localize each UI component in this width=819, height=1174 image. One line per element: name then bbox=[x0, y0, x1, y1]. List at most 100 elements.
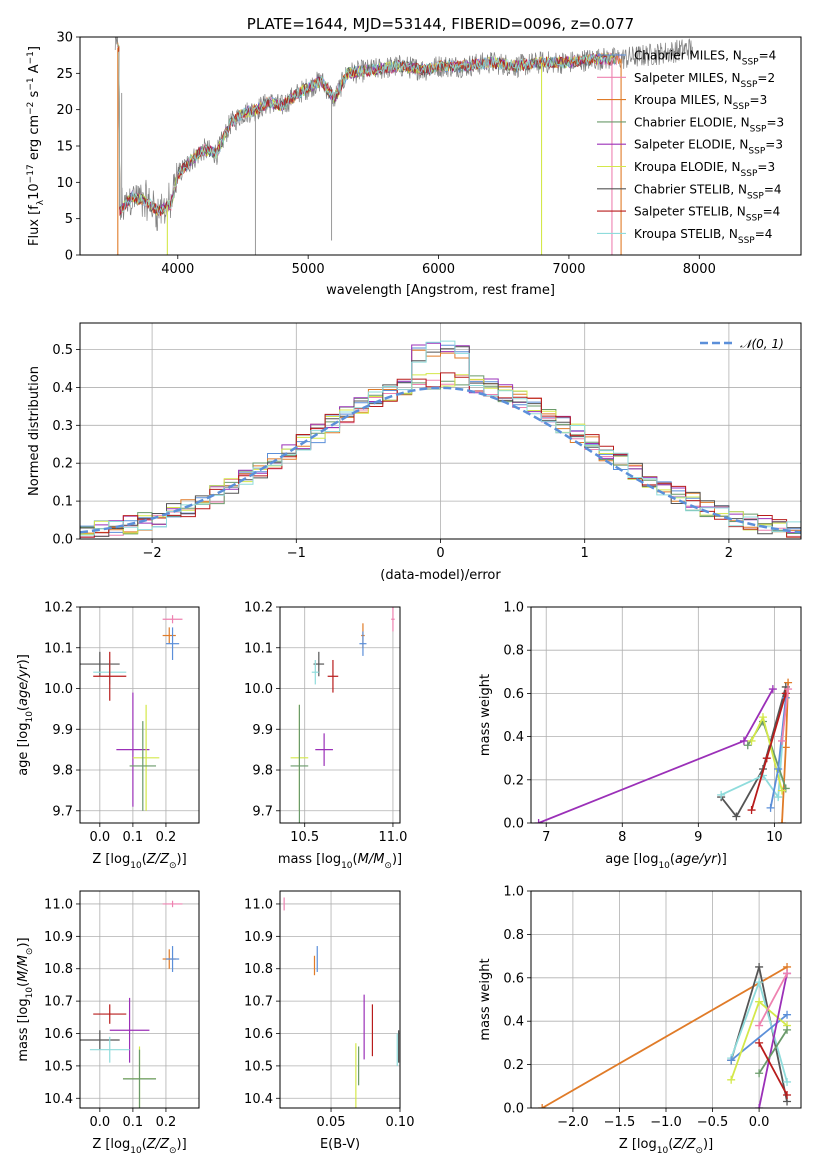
y-tick-label: 0.4 bbox=[503, 1015, 524, 1030]
label-part: SSP bbox=[747, 191, 764, 201]
label-part: =4 bbox=[759, 49, 777, 63]
label-part: Z/Z bbox=[146, 1137, 170, 1152]
y-tick-label: 10.5 bbox=[44, 1059, 73, 1074]
weight-marker-kroupa_stelib bbox=[783, 1077, 792, 1086]
axes-frame bbox=[530, 606, 802, 824]
legend-label-salpeter_miles: Salpeter MILES, NSSP=2 bbox=[634, 71, 775, 90]
label-part: SSP bbox=[748, 147, 765, 157]
weight-line-kroupa_stelib bbox=[720, 697, 787, 800]
y-axis-label: age [log10(age/yr)] bbox=[16, 654, 35, 776]
y-tick-label: 10.7 bbox=[244, 995, 273, 1010]
label-part: ( bbox=[16, 706, 31, 711]
y-tick-label: 0.6 bbox=[503, 971, 524, 986]
weight-marker-salpeter_miles bbox=[784, 685, 793, 694]
y-tick-label: 10.7 bbox=[44, 995, 73, 1010]
y-tick-label: 9.7 bbox=[52, 804, 73, 819]
label-part: −17 bbox=[26, 164, 36, 183]
weight-marker-chabrier_miles bbox=[783, 1010, 792, 1019]
x-tick-label: 0.2 bbox=[156, 830, 177, 845]
x-tick-label: 0 bbox=[436, 546, 444, 561]
label-part: Salpeter MILES, N bbox=[634, 71, 741, 85]
legend-label-normal: 𝒩(0, 1) bbox=[740, 337, 784, 351]
weight-vs-z-panel: −2.0 −1.5 −1.0 −0.5 0.0 0.0 0.2 0.4 0.6 0.8 1.0 Z [… bbox=[478, 885, 802, 1156]
y-tick-label: 10.1 bbox=[244, 641, 273, 656]
weight-marker-chabrier_stelib bbox=[732, 812, 741, 821]
y-axis-label: mass [log10(M/M⊙)] bbox=[16, 937, 35, 1061]
label-part: SSP bbox=[733, 102, 750, 112]
y-tick-label: 10.2 bbox=[44, 601, 73, 616]
label-part: E(B-V) bbox=[320, 1137, 360, 1152]
label-part: ⊙ bbox=[384, 861, 392, 871]
mass-vs-z-panel: 0.0 0.1 0.2 10.4 10.5 10.6 10.7 10.8 10.9 11.0 Z [… bbox=[16, 890, 200, 1156]
y-tick-label: 0.8 bbox=[503, 644, 524, 659]
weight-marker-salpeter_elodie bbox=[755, 1104, 764, 1108]
weight-marker-kroupa_stelib bbox=[717, 790, 726, 799]
label-part: SSP bbox=[738, 236, 755, 246]
x-tick-label: −1.0 bbox=[650, 1115, 682, 1130]
label-part: Chabrier ELODIE, N bbox=[634, 115, 750, 129]
weight-marker-chabrier_miles bbox=[774, 765, 783, 773]
label-part: M/M bbox=[16, 955, 31, 982]
y-tick-label: 9.9 bbox=[252, 723, 273, 738]
age-vs-z-panel: 0.0 0.1 0.29.79.89.910.010.110.2Z [log10(Z… bbox=[16, 601, 200, 871]
label-part: −1 bbox=[26, 77, 36, 90]
label-part: mass [log bbox=[16, 998, 31, 1061]
x-tick-label: 7000 bbox=[552, 262, 585, 277]
x-tick-label: −2 bbox=[143, 546, 162, 561]
x-tick-label: 2 bbox=[725, 546, 733, 561]
legend-label-chabrier_stelib: Chabrier STELIB, NSSP=4 bbox=[634, 182, 782, 201]
y-tick-label: 10.6 bbox=[244, 1027, 273, 1042]
label-part: 10 bbox=[658, 861, 670, 871]
label-part: )] bbox=[177, 852, 187, 867]
legend-label-chabrier_miles: Chabrier MILES, NSSP=4 bbox=[634, 49, 776, 68]
mass-vs-ebv-panel: 0.05 0.10 10.4 10.5 10.6 10.7 10.8 10.9 11.0 E(B-… bbox=[244, 890, 414, 1152]
weight-marker-kroupa_stelib bbox=[755, 978, 764, 987]
y-tick-label: 10.4 bbox=[244, 1092, 273, 1107]
weight-marker-kroupa_elodie bbox=[777, 786, 786, 795]
y-tick-label: 0.4 bbox=[52, 381, 73, 396]
label-part: 10 bbox=[130, 861, 142, 871]
y-axis-label: Normed distribution bbox=[27, 366, 42, 496]
weight-marker-salpeter_elodie bbox=[534, 819, 543, 823]
model-spectrum-salpeter_stelib bbox=[117, 46, 616, 217]
y-axis-label: mass weight bbox=[478, 674, 493, 756]
label-part: Z/Z bbox=[146, 852, 170, 867]
x-axis-label: mass [log10(M/M⊙)] bbox=[278, 852, 402, 871]
y-tick-label: 0.3 bbox=[52, 419, 73, 434]
histogram-kroupa_stelib bbox=[80, 340, 801, 536]
weight-marker-salpeter_miles bbox=[755, 1021, 764, 1030]
label-part: Kroupa ELODIE, N bbox=[634, 160, 741, 174]
weight-marker-kroupa_stelib bbox=[774, 793, 783, 802]
weight-line-salpeter_miles bbox=[781, 688, 789, 742]
weight-marker-salpeter_stelib bbox=[747, 806, 756, 815]
legend-label-salpeter_elodie: Salpeter ELODIE, NSSP=3 bbox=[634, 138, 783, 157]
y-tick-label: 0.8 bbox=[503, 928, 524, 943]
weight-line-salpeter_miles bbox=[758, 973, 788, 1026]
label-part: )] bbox=[392, 852, 402, 867]
x-tick-label: 8 bbox=[618, 830, 626, 845]
weight-marker-chabrier_elodie bbox=[755, 1069, 764, 1078]
x-tick-label: 1 bbox=[581, 546, 589, 561]
model-spectrum-kroupa_stelib bbox=[117, 51, 616, 216]
weight-marker-kroupa_miles bbox=[781, 743, 790, 752]
weight-marker-kroupa_elodie bbox=[755, 997, 764, 1006]
label-part: Chabrier MILES, N bbox=[634, 49, 742, 63]
weight-marker-salpeter_miles bbox=[777, 736, 786, 745]
weight-line-salpeter_elodie bbox=[758, 973, 788, 1108]
weight-marker-kroupa_miles bbox=[538, 1104, 547, 1108]
y-tick-label: 10 bbox=[56, 176, 73, 191]
x-axis-label: (data-model)/error bbox=[380, 568, 501, 583]
y-tick-label: 0.4 bbox=[503, 730, 524, 745]
y-tick-label: 0.0 bbox=[503, 817, 524, 832]
label-part: erg cm bbox=[27, 115, 42, 164]
y-tick-label: 10.6 bbox=[44, 1027, 73, 1042]
plot-area bbox=[283, 897, 400, 1108]
weight-line-chabrier_stelib bbox=[720, 686, 787, 819]
y-tick-label: 15 bbox=[56, 140, 73, 155]
x-tick-label: 11.0 bbox=[378, 830, 407, 845]
y-tick-label: 10.0 bbox=[44, 682, 73, 697]
weight-marker-chabrier_elodie bbox=[743, 741, 752, 750]
label-part: =3 bbox=[750, 93, 768, 107]
histogram-salpeter_stelib bbox=[80, 372, 801, 538]
